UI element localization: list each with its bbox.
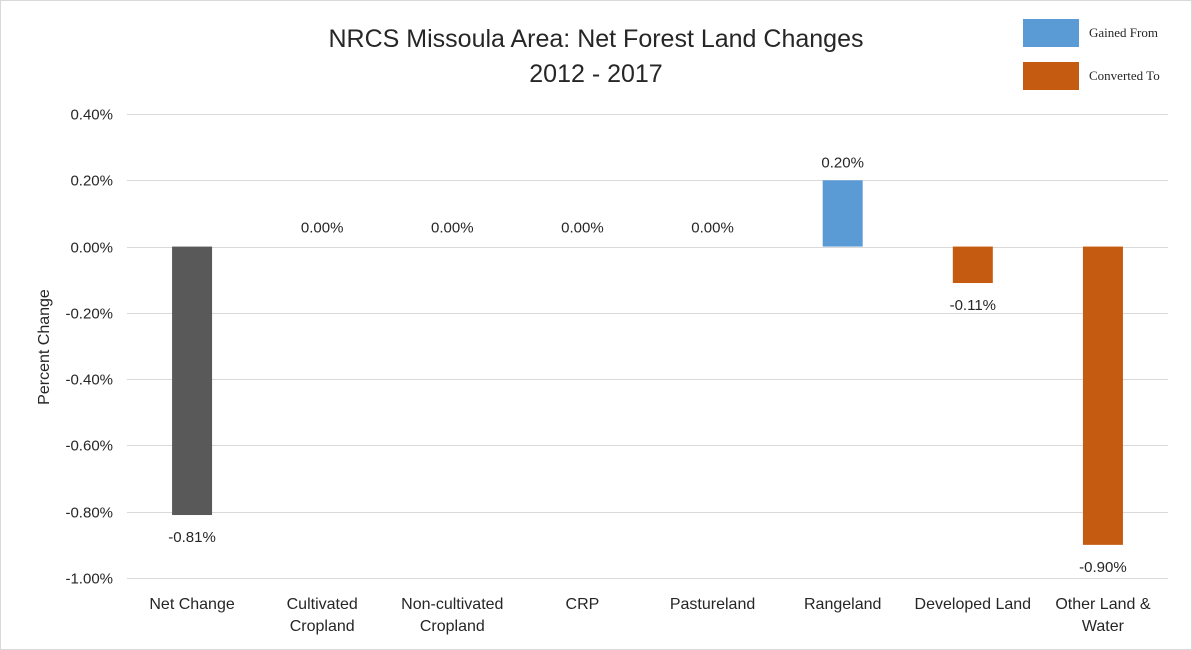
- bar: [952, 246, 993, 284]
- gridlines: [127, 114, 1168, 579]
- y-tick-label: -0.40%: [65, 372, 113, 389]
- x-axis-categories: Net Change Cultivated Cropland Non-cultivat…: [149, 596, 1150, 635]
- y-tick-label: 0.20%: [70, 173, 113, 190]
- data-labels: -0.81% 0.00% 0.00% 0.00% 0.00% 0.20% -0.11% -0.…: [168, 154, 1126, 576]
- y-axis-title: Percent Change: [36, 289, 53, 405]
- y-tick-label: -0.20%: [65, 306, 113, 323]
- data-label: 0.20%: [821, 154, 864, 171]
- data-label: 0.00%: [431, 220, 474, 237]
- category-label: Non-cultivated Cropland: [401, 596, 503, 635]
- category-label: Rangeland: [804, 596, 881, 613]
- category-label: Other Land & Water: [1055, 596, 1151, 635]
- data-label: -0.11%: [950, 297, 996, 314]
- category-label: Pastureland: [670, 596, 755, 613]
- legend-label-converted-to: Converted To: [1089, 68, 1160, 83]
- bar: [1082, 246, 1123, 545]
- y-tick-label: 0.40%: [70, 107, 113, 124]
- data-label: 0.00%: [691, 220, 734, 237]
- legend-swatch-gained-from: [1023, 19, 1079, 47]
- data-label: -0.90%: [1079, 559, 1127, 576]
- data-label: 0.00%: [561, 220, 604, 237]
- bar: [822, 180, 863, 247]
- bar: [172, 246, 213, 516]
- data-label: -0.81%: [168, 529, 216, 546]
- category-label: Developed Land: [915, 596, 1032, 613]
- bars: [172, 180, 1123, 545]
- y-tick-label: -1.00%: [65, 571, 113, 588]
- chart-title-line-1: NRCS Missoula Area: Net Forest Land Chan…: [329, 25, 864, 53]
- y-axis-ticks: 0.40% 0.20% 0.00% -0.20% -0.40% -0.60% -0.80% -…: [65, 107, 113, 588]
- legend-swatch-converted-to: [1023, 62, 1079, 90]
- data-label: 0.00%: [301, 220, 344, 237]
- y-tick-label: 0.00%: [70, 240, 113, 257]
- category-label: CRP: [566, 596, 600, 613]
- category-label: Net Change: [149, 596, 234, 613]
- y-tick-label: -0.80%: [65, 505, 113, 522]
- y-tick-label: -0.60%: [65, 438, 113, 455]
- legend: Gained From Converted To: [1023, 19, 1160, 90]
- category-label: Cultivated Cropland: [287, 596, 358, 635]
- legend-label-gained-from: Gained From: [1089, 25, 1158, 40]
- chart-title-line-2: 2012 - 2017: [529, 60, 662, 88]
